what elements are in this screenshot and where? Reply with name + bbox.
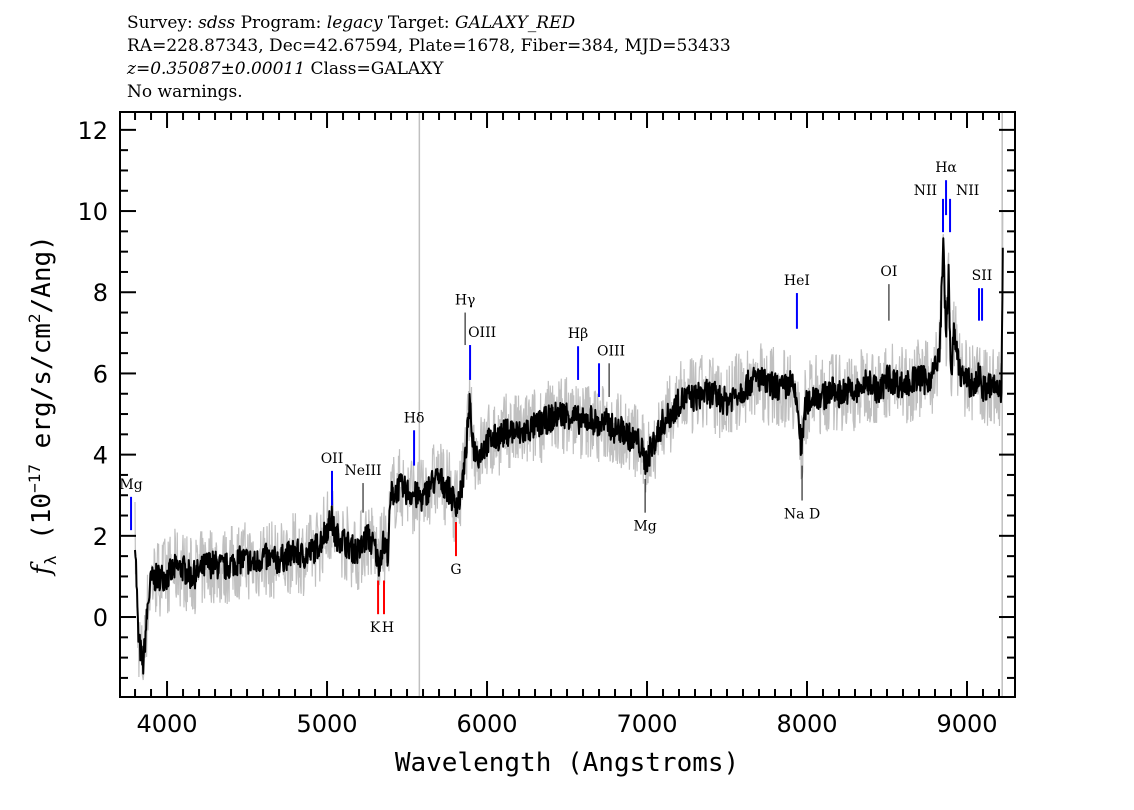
header-line-1: Survey: sdss Program: legacy Target: GAL…: [127, 12, 731, 35]
spectrum-header: Survey: sdss Program: legacy Target: GAL…: [127, 12, 731, 104]
line-label: G: [450, 562, 461, 578]
line-label: OII: [321, 451, 344, 467]
y-tick-label: 4: [93, 442, 108, 470]
error-series: [134, 212, 1004, 681]
coordinates-line: RA=228.87343, Dec=42.67594, Plate=1678, …: [127, 36, 731, 56]
x-tick-label: 8000: [776, 710, 837, 738]
line-label: HeI: [784, 273, 810, 289]
line-label: OIII: [468, 325, 496, 341]
x-axis-title: Wavelength (Angstroms): [395, 748, 739, 778]
line-label: OIII: [597, 343, 625, 359]
survey-value: sdss: [198, 13, 236, 33]
line-label: Hγ: [455, 293, 476, 309]
y-tick-label: 2: [93, 523, 108, 551]
x-tick-label: 7000: [616, 710, 677, 738]
plot-area: [134, 112, 1004, 697]
line-label: Hβ: [568, 326, 588, 342]
x-tick-label: 9000: [936, 710, 997, 738]
line-label: Hδ: [404, 410, 425, 426]
program-value: legacy: [326, 13, 383, 33]
x-tick-label: 5000: [296, 710, 357, 738]
y-axis-exp: −17: [25, 464, 44, 493]
y-axis-mid: erg/s/cm: [27, 323, 57, 464]
class-value: Class=GALAXY: [305, 59, 444, 79]
y-axis-subscript: λ: [41, 555, 60, 565]
line-label: H: [382, 620, 394, 636]
y-tick-label: 8: [93, 279, 108, 307]
x-tick-label: 4000: [136, 710, 197, 738]
program-label: Program:: [235, 13, 327, 33]
line-label: NII: [914, 183, 937, 199]
header-line-3: z=0.35087±0.00011 Class=GALAXY: [127, 58, 731, 81]
line-label: Hα: [935, 160, 957, 176]
target-value: GALAXY_RED: [455, 13, 576, 33]
y-tick-label: 0: [93, 604, 108, 632]
y-tick-label: 12: [77, 117, 108, 145]
line-label: SII: [972, 268, 993, 284]
y-tick-label: 10: [77, 198, 108, 226]
line-label: Mg: [119, 477, 142, 493]
survey-label: Survey:: [127, 13, 199, 33]
y-axis-pre: (10: [27, 493, 57, 556]
y-axis-exp2: 2: [25, 313, 44, 323]
line-label: NeIII: [344, 463, 381, 479]
redshift-value: z=0.35087±0.00011: [127, 59, 306, 79]
axes: 4000 5000 6000 7000 8000 9000 0 2 4 6 8 10 12: [77, 111, 1016, 738]
target-label: Target:: [382, 13, 456, 33]
line-label: NII: [956, 183, 979, 199]
y-axis-title: fλ (10−17 erg/s/cm2/Ang): [25, 235, 60, 577]
warnings-line: No warnings.: [127, 82, 243, 102]
y-axis-post: /Ang): [27, 235, 57, 313]
x-tick-label: 6000: [456, 710, 517, 738]
line-label: Mg: [633, 519, 656, 535]
line-label: Na D: [784, 507, 820, 523]
flux-series: [134, 237, 1004, 675]
y-tick-label: 6: [93, 360, 108, 388]
line-label: OI: [880, 264, 897, 280]
line-label: K: [370, 620, 381, 636]
